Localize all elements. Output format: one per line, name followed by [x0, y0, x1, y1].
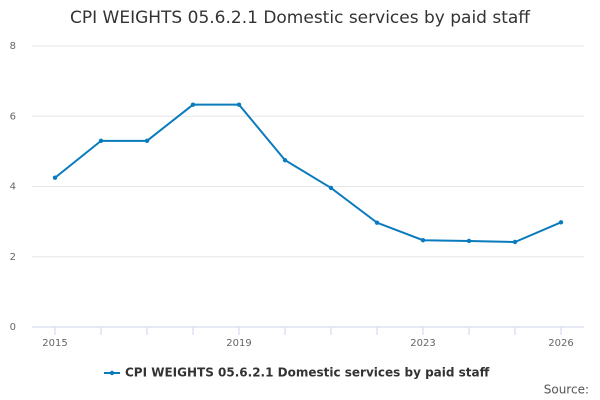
x-tick-label: 2015	[42, 338, 67, 349]
point	[328, 185, 334, 191]
y-tick-label: 0	[10, 322, 16, 333]
source: Source:	[544, 383, 589, 397]
point	[466, 238, 472, 244]
point	[236, 102, 242, 107]
point	[190, 102, 196, 107]
chart-title: CPI WEIGHTS 05.6.2.1 Domestic services b…	[70, 8, 531, 28]
y-tick-label: 8	[10, 41, 16, 52]
point	[374, 220, 380, 225]
point	[52, 175, 58, 180]
point	[144, 138, 150, 144]
point	[282, 157, 288, 163]
line	[54, 103, 562, 244]
y-tick-label: 6	[10, 111, 16, 122]
point	[98, 138, 104, 144]
point	[558, 220, 564, 225]
point	[512, 239, 518, 245]
point	[420, 238, 426, 243]
x-tick-label: 2026	[548, 338, 573, 349]
legend-label: CPI WEIGHTS 05.6.2.1 Domestic services b…	[125, 366, 490, 380]
x-tick-label: 2023	[410, 338, 435, 349]
x-tick-label: 2019	[226, 338, 251, 349]
legend-marker	[109, 370, 115, 376]
y-tick-label: 2	[10, 252, 16, 263]
y-tick-label: 4	[10, 182, 16, 193]
